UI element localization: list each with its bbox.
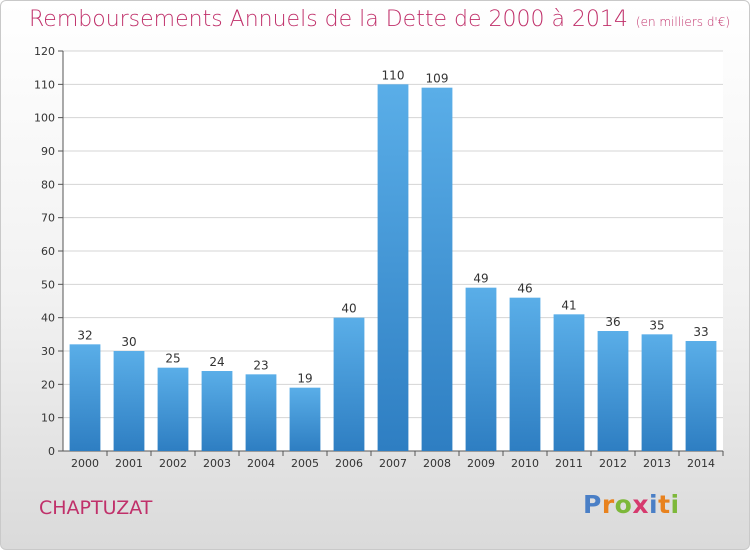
y-tick-label: 40 [41,312,55,325]
bar-value-label: 30 [121,335,136,349]
bar [201,371,233,451]
x-tick-label: 2007 [379,457,407,470]
bar-value-label: 33 [693,325,708,339]
y-tick-label: 60 [41,245,55,258]
x-tick-label: 2001 [115,457,143,470]
x-tick-label: 2005 [291,457,319,470]
logo-letter: x [632,490,649,519]
bar-value-label: 40 [341,302,356,316]
logo-letter: i [670,490,680,519]
x-tick-label: 2004 [247,457,275,470]
bar-value-label: 24 [209,355,224,369]
bar-value-label: 23 [253,358,268,372]
proxiti-logo: Proxiti [583,490,680,519]
bar [333,317,365,451]
y-tick-label: 90 [41,145,55,158]
x-tick-label: 2000 [71,457,99,470]
logo-letter: P [583,490,602,519]
bar-value-label: 32 [77,328,92,342]
logo-letter: r [601,490,615,519]
bar [465,287,497,451]
title-text: Remboursements Annuels de la Dette de 20… [29,7,628,32]
bar-value-label: 36 [605,315,620,329]
x-tick-label: 2012 [599,457,627,470]
bar-value-label: 110 [382,68,405,82]
y-tick-label: 110 [34,78,55,91]
bar [597,331,629,451]
chart-title: Remboursements Annuels de la Dette de 20… [29,7,730,32]
commune-name: CHAPTUZAT [39,497,153,519]
bar [289,387,321,451]
y-tick-label: 0 [48,445,55,458]
logo-letter: i [649,490,659,519]
x-tick-label: 2010 [511,457,539,470]
bar [377,84,409,451]
logo-letter: t [658,490,671,519]
bar [157,367,189,451]
bar-value-label: 49 [473,272,488,286]
title-unit: (en milliers d'€) [635,15,731,29]
y-tick-label: 80 [41,178,55,191]
bar-value-label: 19 [297,372,312,386]
bar [553,314,585,451]
bar [509,297,541,451]
bar-value-label: 35 [649,318,664,332]
bar [69,344,101,451]
y-tick-label: 120 [34,45,55,58]
bar [685,341,717,451]
x-tick-label: 2008 [423,457,451,470]
x-tick-label: 2006 [335,457,363,470]
x-tick-label: 2003 [203,457,231,470]
x-tick-label: 2009 [467,457,495,470]
bar [245,374,277,451]
bar-value-label: 41 [561,298,576,312]
x-tick-label: 2002 [159,457,187,470]
y-tick-label: 100 [34,112,55,125]
x-tick-label: 2014 [687,457,715,470]
bar [421,87,453,452]
bar-value-label: 109 [426,72,449,86]
bar [641,334,673,451]
y-tick-label: 70 [41,212,55,225]
bar-value-label: 25 [165,352,180,366]
y-tick-label: 10 [41,412,55,425]
x-tick-label: 2011 [555,457,583,470]
y-tick-label: 20 [41,378,55,391]
logo-letter: o [614,490,633,519]
y-tick-label: 30 [41,345,55,358]
y-tick-label: 50 [41,278,55,291]
x-tick-label: 2013 [643,457,671,470]
bar [113,351,145,451]
bar-value-label: 46 [517,282,532,296]
